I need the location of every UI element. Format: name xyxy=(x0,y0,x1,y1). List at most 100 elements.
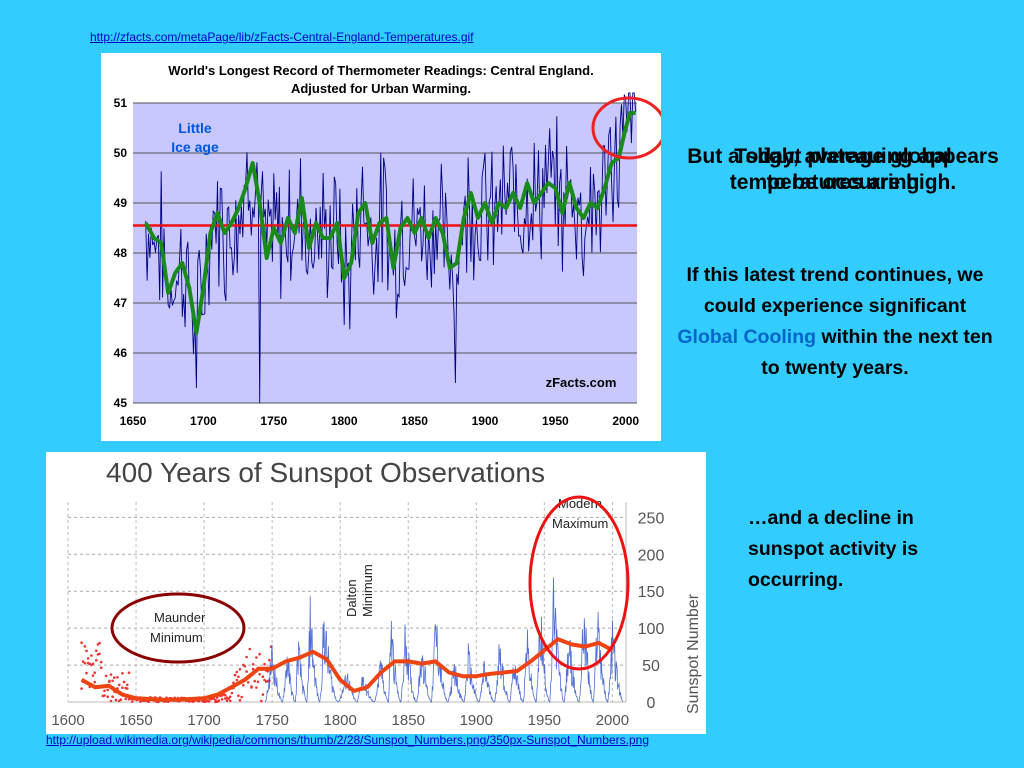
red-observation-point xyxy=(255,656,258,659)
red-observation-point xyxy=(258,672,261,676)
red-observation-point xyxy=(127,671,131,674)
red-observation-point xyxy=(90,654,93,657)
red-observation-point xyxy=(225,699,229,702)
red-observation-point xyxy=(227,697,230,700)
red-observation-point xyxy=(243,664,247,668)
red-observation-point xyxy=(261,693,265,696)
chart-title: 400 Years of Sunspot Observations xyxy=(106,457,545,488)
chart-subtitle: Adjusted for Urban Warming. xyxy=(291,81,471,96)
sunspot-chart-svg: 400 Years of Sunspot Observations 0 50 100… xyxy=(51,457,702,729)
red-observation-point xyxy=(104,674,108,678)
y-tick-label: 200 xyxy=(638,547,665,564)
red-observation-point xyxy=(240,695,243,699)
x-tick-label: 1950 xyxy=(542,414,569,428)
annotation-maunder-2: Minimum xyxy=(150,630,203,645)
x-tick-label: 1700 xyxy=(190,414,217,428)
red-observation-point xyxy=(95,658,98,662)
red-observation-point xyxy=(80,641,83,644)
red-observation-point xyxy=(103,689,106,693)
red-observation-point xyxy=(99,666,103,669)
red-observation-point xyxy=(108,679,111,683)
red-observation-point xyxy=(228,695,232,699)
red-observation-point xyxy=(238,668,242,671)
x-tick-label: 1750 xyxy=(260,414,287,428)
series-sunspot-observations xyxy=(264,577,624,704)
text-trend-part2: within the next ten to twenty years. xyxy=(761,326,993,379)
series-smoothed-average xyxy=(143,111,636,335)
x-tick-label: 1650 xyxy=(120,414,147,428)
sunspot-chart: 400 Years of Sunspot Observations 0 50 100… xyxy=(46,452,706,734)
x-tick-label: 1900 xyxy=(472,414,499,428)
temperature-chart: World's Longest Record of Thermometer Re… xyxy=(101,53,667,441)
red-observation-point xyxy=(124,697,127,701)
red-observation-point xyxy=(207,700,211,703)
source-link-top[interactable]: http://zfacts.com/metaPage/lib/zFacts-Ce… xyxy=(90,30,474,44)
red-observation-point xyxy=(111,679,114,683)
red-observation-point xyxy=(258,652,261,656)
red-observation-point xyxy=(260,699,263,703)
red-observation-point xyxy=(214,698,217,702)
red-observation-point xyxy=(103,694,106,697)
red-observation-point xyxy=(232,681,235,684)
x-tick-label: 1950 xyxy=(528,712,561,729)
y-tick-label: 48 xyxy=(114,246,128,260)
y-tick-label: 50 xyxy=(114,146,128,160)
red-observation-point xyxy=(261,675,265,678)
annotation-little-ice-age-2: Ice age xyxy=(171,139,219,155)
red-observation-point xyxy=(238,698,242,702)
x-tick-label: 1850 xyxy=(401,414,428,428)
y-tick-label: 45 xyxy=(114,396,128,410)
annotation-modern-2: Maximum xyxy=(552,516,608,531)
red-observation-point xyxy=(99,660,103,664)
red-observation-point xyxy=(91,674,95,677)
red-observation-point xyxy=(119,698,123,701)
red-observation-point xyxy=(109,673,113,676)
annotation-dalton-2: Minimum xyxy=(360,564,375,617)
text-global-cooling-highlight: Global Cooling xyxy=(677,326,817,348)
y-axis-label: Sunspot Number xyxy=(685,593,702,714)
red-observation-point xyxy=(242,683,245,687)
red-observation-point xyxy=(86,657,90,660)
x-tick-label: 2000 xyxy=(612,414,639,428)
x-tick-label: 1800 xyxy=(324,712,357,729)
red-observation-point xyxy=(93,671,96,674)
red-observation-point xyxy=(121,686,124,689)
x-tick-label: 1600 xyxy=(51,712,84,729)
text-sunspot-decline: …and a decline in sunspot activity is oc… xyxy=(748,507,919,591)
red-observation-point xyxy=(85,671,88,675)
red-observation-point xyxy=(248,647,252,651)
red-observation-point xyxy=(93,680,96,684)
red-observation-point xyxy=(251,663,255,666)
y-tick-label: 250 xyxy=(638,510,665,527)
red-observation-point xyxy=(224,693,227,697)
x-tick-label: 1700 xyxy=(187,712,220,729)
red-observation-point xyxy=(130,700,134,703)
red-observation-point xyxy=(255,686,258,689)
red-observation-point xyxy=(263,662,266,666)
red-observation-point xyxy=(80,687,83,690)
red-observation-point xyxy=(251,667,255,671)
red-observation-point xyxy=(230,691,234,695)
y-tick-label: 47 xyxy=(114,296,128,310)
series-sunspot-average xyxy=(80,637,614,702)
red-observation-point xyxy=(98,652,101,656)
red-observation-point xyxy=(253,679,256,683)
annotation-dalton-1: Dalton xyxy=(344,579,359,617)
red-observation-point xyxy=(95,649,98,652)
source-link-bottom[interactable]: http://upload.wikimedia.org/wikipedia/co… xyxy=(46,733,650,747)
y-tick-label: 51 xyxy=(114,96,128,110)
x-tick-label: 1800 xyxy=(331,414,358,428)
red-observation-point xyxy=(113,676,116,679)
chart-title: World's Longest Record of Thermometer Re… xyxy=(168,63,593,78)
red-observation-point xyxy=(220,698,224,701)
red-observation-point xyxy=(245,670,248,673)
red-observation-point xyxy=(250,686,253,689)
red-observation-point xyxy=(91,662,95,666)
red-observation-point xyxy=(237,694,240,697)
red-observation-point xyxy=(85,649,88,653)
highlight-circle-modern xyxy=(528,495,630,671)
x-tick-label: 2000 xyxy=(596,712,629,729)
red-observation-point xyxy=(233,673,237,677)
red-observation-point xyxy=(83,662,87,665)
red-observation-point xyxy=(122,680,126,684)
